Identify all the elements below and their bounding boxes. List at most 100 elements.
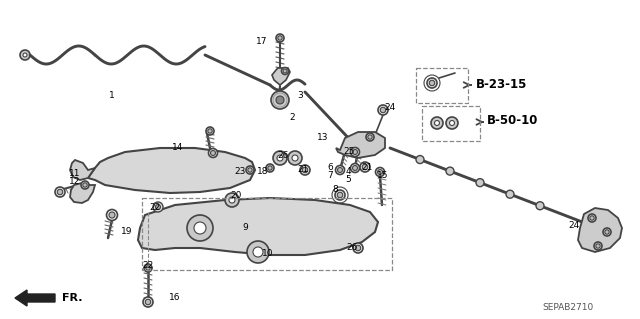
Text: 25: 25 [343,147,355,157]
Circle shape [536,202,544,210]
Circle shape [353,150,358,154]
Text: 23: 23 [234,167,246,176]
Text: 21: 21 [362,164,372,173]
Text: 9: 9 [242,224,248,233]
Circle shape [288,151,302,165]
Text: 20: 20 [230,191,242,201]
Circle shape [247,241,269,263]
Circle shape [278,36,282,40]
Circle shape [225,193,239,207]
Text: B-50-10: B-50-10 [487,115,538,128]
Polygon shape [88,148,255,193]
Text: 2: 2 [289,114,295,122]
Circle shape [211,151,216,155]
Circle shape [81,181,89,189]
Text: 15: 15 [377,172,388,181]
Text: 6: 6 [327,162,333,172]
Circle shape [368,135,372,139]
Circle shape [476,179,484,187]
Text: 26: 26 [346,243,358,253]
Circle shape [335,166,344,174]
Text: 22: 22 [142,261,154,270]
Circle shape [302,167,308,173]
Circle shape [337,167,342,173]
Text: FR.: FR. [62,293,83,303]
Text: 4: 4 [345,167,351,176]
Circle shape [156,204,161,210]
Polygon shape [336,132,385,158]
Circle shape [446,167,454,175]
Circle shape [153,202,163,212]
Circle shape [283,69,287,73]
Text: 17: 17 [256,38,268,47]
Text: 22: 22 [149,204,161,212]
Text: 13: 13 [317,133,329,143]
FancyArrow shape [15,290,55,306]
Polygon shape [138,198,378,255]
Text: 8: 8 [332,186,338,195]
Text: 24: 24 [385,102,396,112]
Circle shape [588,214,596,222]
Circle shape [378,169,383,174]
Text: 3: 3 [297,92,303,100]
Text: SEPAB2710: SEPAB2710 [542,303,594,313]
Circle shape [194,222,206,234]
Text: B-23-15: B-23-15 [476,78,527,91]
Circle shape [144,264,152,272]
Text: 16: 16 [169,293,180,302]
Text: 5: 5 [345,175,351,184]
Text: 7: 7 [327,170,333,180]
Circle shape [590,216,594,220]
Circle shape [335,190,345,200]
Circle shape [266,164,274,172]
Circle shape [276,34,284,42]
Circle shape [353,243,363,253]
Circle shape [605,230,609,234]
Text: 10: 10 [262,249,274,258]
Circle shape [208,129,212,133]
Circle shape [360,162,370,172]
Text: 21: 21 [298,166,308,174]
Circle shape [248,168,252,172]
Circle shape [145,299,151,305]
Circle shape [143,297,153,307]
Circle shape [55,187,65,197]
Circle shape [506,190,514,198]
Circle shape [106,210,118,220]
Text: 19: 19 [121,227,132,236]
Circle shape [23,53,27,57]
Circle shape [57,189,63,195]
Circle shape [282,68,289,75]
Circle shape [378,105,388,115]
Circle shape [416,156,424,164]
Text: 11: 11 [69,169,81,179]
Circle shape [337,192,343,198]
Circle shape [229,197,235,203]
Circle shape [109,212,115,218]
Text: 14: 14 [172,144,184,152]
Circle shape [353,166,358,170]
Circle shape [268,166,272,170]
Circle shape [429,80,435,86]
Text: 18: 18 [257,167,269,176]
Circle shape [83,183,87,187]
Circle shape [351,147,360,157]
Circle shape [603,228,611,236]
Polygon shape [70,160,95,180]
Text: 1: 1 [109,91,115,100]
Circle shape [209,149,218,158]
Circle shape [253,247,263,257]
Circle shape [206,127,214,135]
Circle shape [271,91,289,109]
Polygon shape [70,183,95,203]
Polygon shape [272,68,290,85]
Circle shape [449,121,454,125]
Circle shape [431,117,443,129]
Circle shape [435,121,440,125]
Bar [416,68,468,103]
Polygon shape [578,208,622,252]
Text: 12: 12 [69,177,81,187]
Circle shape [187,215,213,241]
Circle shape [596,244,600,248]
Circle shape [362,164,368,170]
